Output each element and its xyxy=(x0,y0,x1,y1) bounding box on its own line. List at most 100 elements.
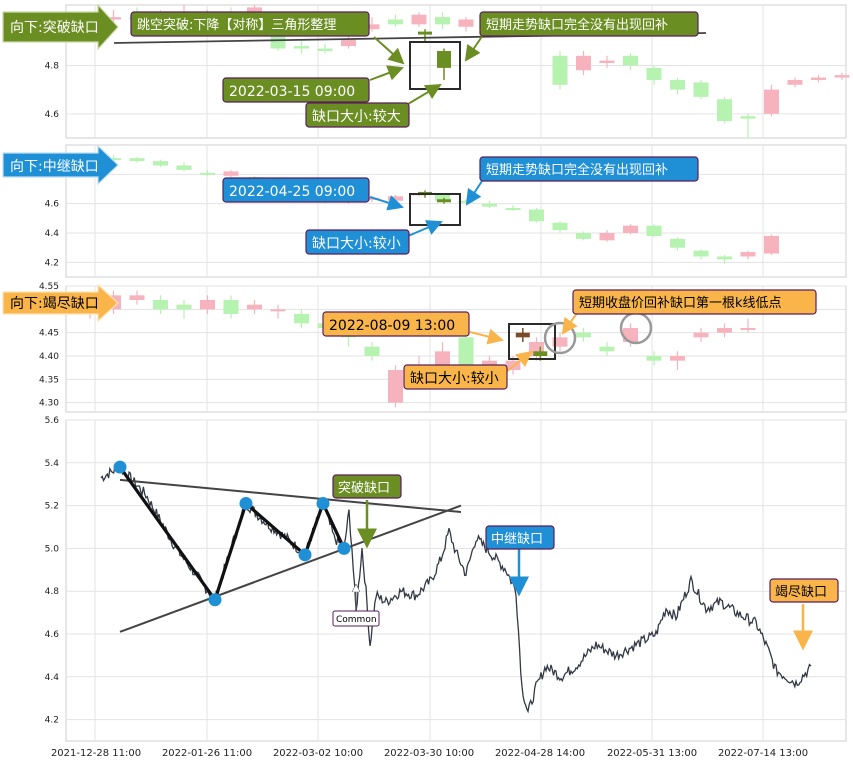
gap-time-label: 2022-04-25 09:00 xyxy=(229,184,355,200)
candle-body xyxy=(388,196,403,201)
breakaway-callout: 突破缺口 xyxy=(332,474,402,499)
gap-candle-body xyxy=(533,351,548,356)
candle-body xyxy=(435,17,450,25)
pivot-point xyxy=(113,460,127,474)
panel-frame xyxy=(65,419,847,742)
gap-time-callout: 2022-04-25 09:00 xyxy=(222,177,370,203)
candle-body xyxy=(670,356,685,361)
pattern-label: 跳空突破:下降【对称】三角形整理 xyxy=(137,17,336,33)
candle-body xyxy=(364,24,380,30)
candle-body xyxy=(129,158,145,162)
y-tick-label: 5.6 xyxy=(45,416,60,426)
gap-size-label: 缺口大小:较小 xyxy=(312,236,401,252)
x-tick-label: 2022-01-26 11:00 xyxy=(162,748,252,759)
candle-body xyxy=(435,351,450,366)
candle-body xyxy=(599,346,615,352)
note-arrow xyxy=(464,34,484,62)
y-tick-label: 5.4 xyxy=(45,459,60,469)
candle-body xyxy=(223,300,239,314)
zigzag-line xyxy=(118,466,346,602)
y-tick-label: 5.2 xyxy=(45,502,59,512)
y-tick-label: 4.2 xyxy=(45,716,59,726)
candle-body xyxy=(717,99,732,122)
candle-body xyxy=(623,225,638,233)
candle-body xyxy=(270,309,286,312)
runaway-callout: 中继缺口 xyxy=(485,525,555,550)
candle-body xyxy=(435,194,450,201)
runaway-label: 中继缺口 xyxy=(491,532,543,547)
y-tick-label: 4.35 xyxy=(39,375,59,385)
triangle-upper-line xyxy=(119,478,462,514)
candle-body xyxy=(482,360,497,366)
candle-body xyxy=(106,158,121,161)
candle-body xyxy=(552,222,568,231)
y-tick-label: 4.2 xyxy=(45,258,59,268)
candle-body xyxy=(576,233,591,239)
pivot-point xyxy=(298,548,312,562)
candle-body xyxy=(693,82,709,97)
note-callout: 短期收盘价回补缺口第一根k线低点 xyxy=(572,289,817,315)
size-arrow xyxy=(407,220,443,237)
x-tick-label: 2022-05-31 13:00 xyxy=(607,748,697,759)
candle-body xyxy=(740,252,756,257)
candle-body xyxy=(834,75,850,78)
gap-size-callout: 缺口大小:较小 xyxy=(403,364,508,390)
candle-body xyxy=(646,225,662,236)
x-tick-label: 2021-12-28 11:00 xyxy=(51,748,141,759)
candle-body xyxy=(176,165,192,170)
note-arrow xyxy=(561,312,578,335)
candle-body xyxy=(623,55,638,66)
gap-direction-label: 向下:中继缺口 xyxy=(10,159,99,175)
time-arrow xyxy=(369,65,404,81)
candle-body xyxy=(529,209,544,222)
common-callout: Common xyxy=(332,610,380,627)
candle-body xyxy=(153,161,168,166)
candle-body xyxy=(411,14,427,25)
candle-body xyxy=(787,79,803,85)
y-tick-label: 4.6 xyxy=(45,630,60,640)
pivot-points xyxy=(113,460,351,607)
time-arrow xyxy=(469,328,504,345)
candle-body xyxy=(693,250,709,257)
candle-body xyxy=(388,370,403,403)
candle-body xyxy=(717,328,732,333)
y-tick-label: 4.6 xyxy=(45,200,60,210)
breakaway-label: 突破缺口 xyxy=(338,480,390,496)
candle-body xyxy=(740,328,756,330)
candle-body xyxy=(646,356,662,361)
pattern-arrow xyxy=(373,36,405,65)
gap-direction-label: 向下:竭尽缺口 xyxy=(10,296,99,312)
y-tick-label: 4.4 xyxy=(45,229,60,239)
x-tick-label: 2022-07-14 13:00 xyxy=(718,748,808,759)
pattern-callout: 跳空突破:下降【对称】三角形整理 xyxy=(130,11,370,37)
candle-body xyxy=(176,304,192,310)
candle-body xyxy=(693,332,709,338)
note-label: 短期走势缺口完全没有出现回补 xyxy=(486,162,668,178)
candle-body xyxy=(764,235,779,254)
candle-body xyxy=(552,337,568,347)
y-axis: 4.24.44.64.8 xyxy=(45,170,60,268)
candle-body xyxy=(458,337,474,366)
size-arrow xyxy=(407,83,442,105)
x-tick-label: 2022-03-02 10:00 xyxy=(273,748,363,759)
panel-runaway: 4.24.44.64.8 向下:中继缺口 2022-04-25 09:00 缺口… xyxy=(2,144,847,278)
candle-body xyxy=(764,89,779,114)
candle-body xyxy=(200,300,215,310)
fill-marker-circle xyxy=(543,321,577,355)
exhaustion-label: 竭尽缺口 xyxy=(775,585,827,600)
gap-size-label: 缺口大小:较大 xyxy=(312,109,401,125)
gap-size-callout: 缺口大小:较小 xyxy=(305,229,410,255)
gap-direction-label: 向下:突破缺口 xyxy=(10,20,99,36)
candle-body xyxy=(599,233,615,241)
x-tick-label: 2022-04-28 14:00 xyxy=(495,748,585,759)
gap-time-label: 2022-03-15 09:00 xyxy=(229,84,355,100)
note-arrow xyxy=(465,177,485,206)
candle-body xyxy=(646,67,662,80)
candle-body xyxy=(670,79,685,90)
gap-candle-body xyxy=(418,31,432,35)
panel-exhaustion: 4.304.354.404.454.504.55 向下:竭尽缺口 2022-08… xyxy=(2,282,847,413)
candle-body xyxy=(482,203,497,207)
gap-direction-arrow: 向下:突破缺口 xyxy=(2,3,119,51)
candle-body xyxy=(811,77,826,80)
